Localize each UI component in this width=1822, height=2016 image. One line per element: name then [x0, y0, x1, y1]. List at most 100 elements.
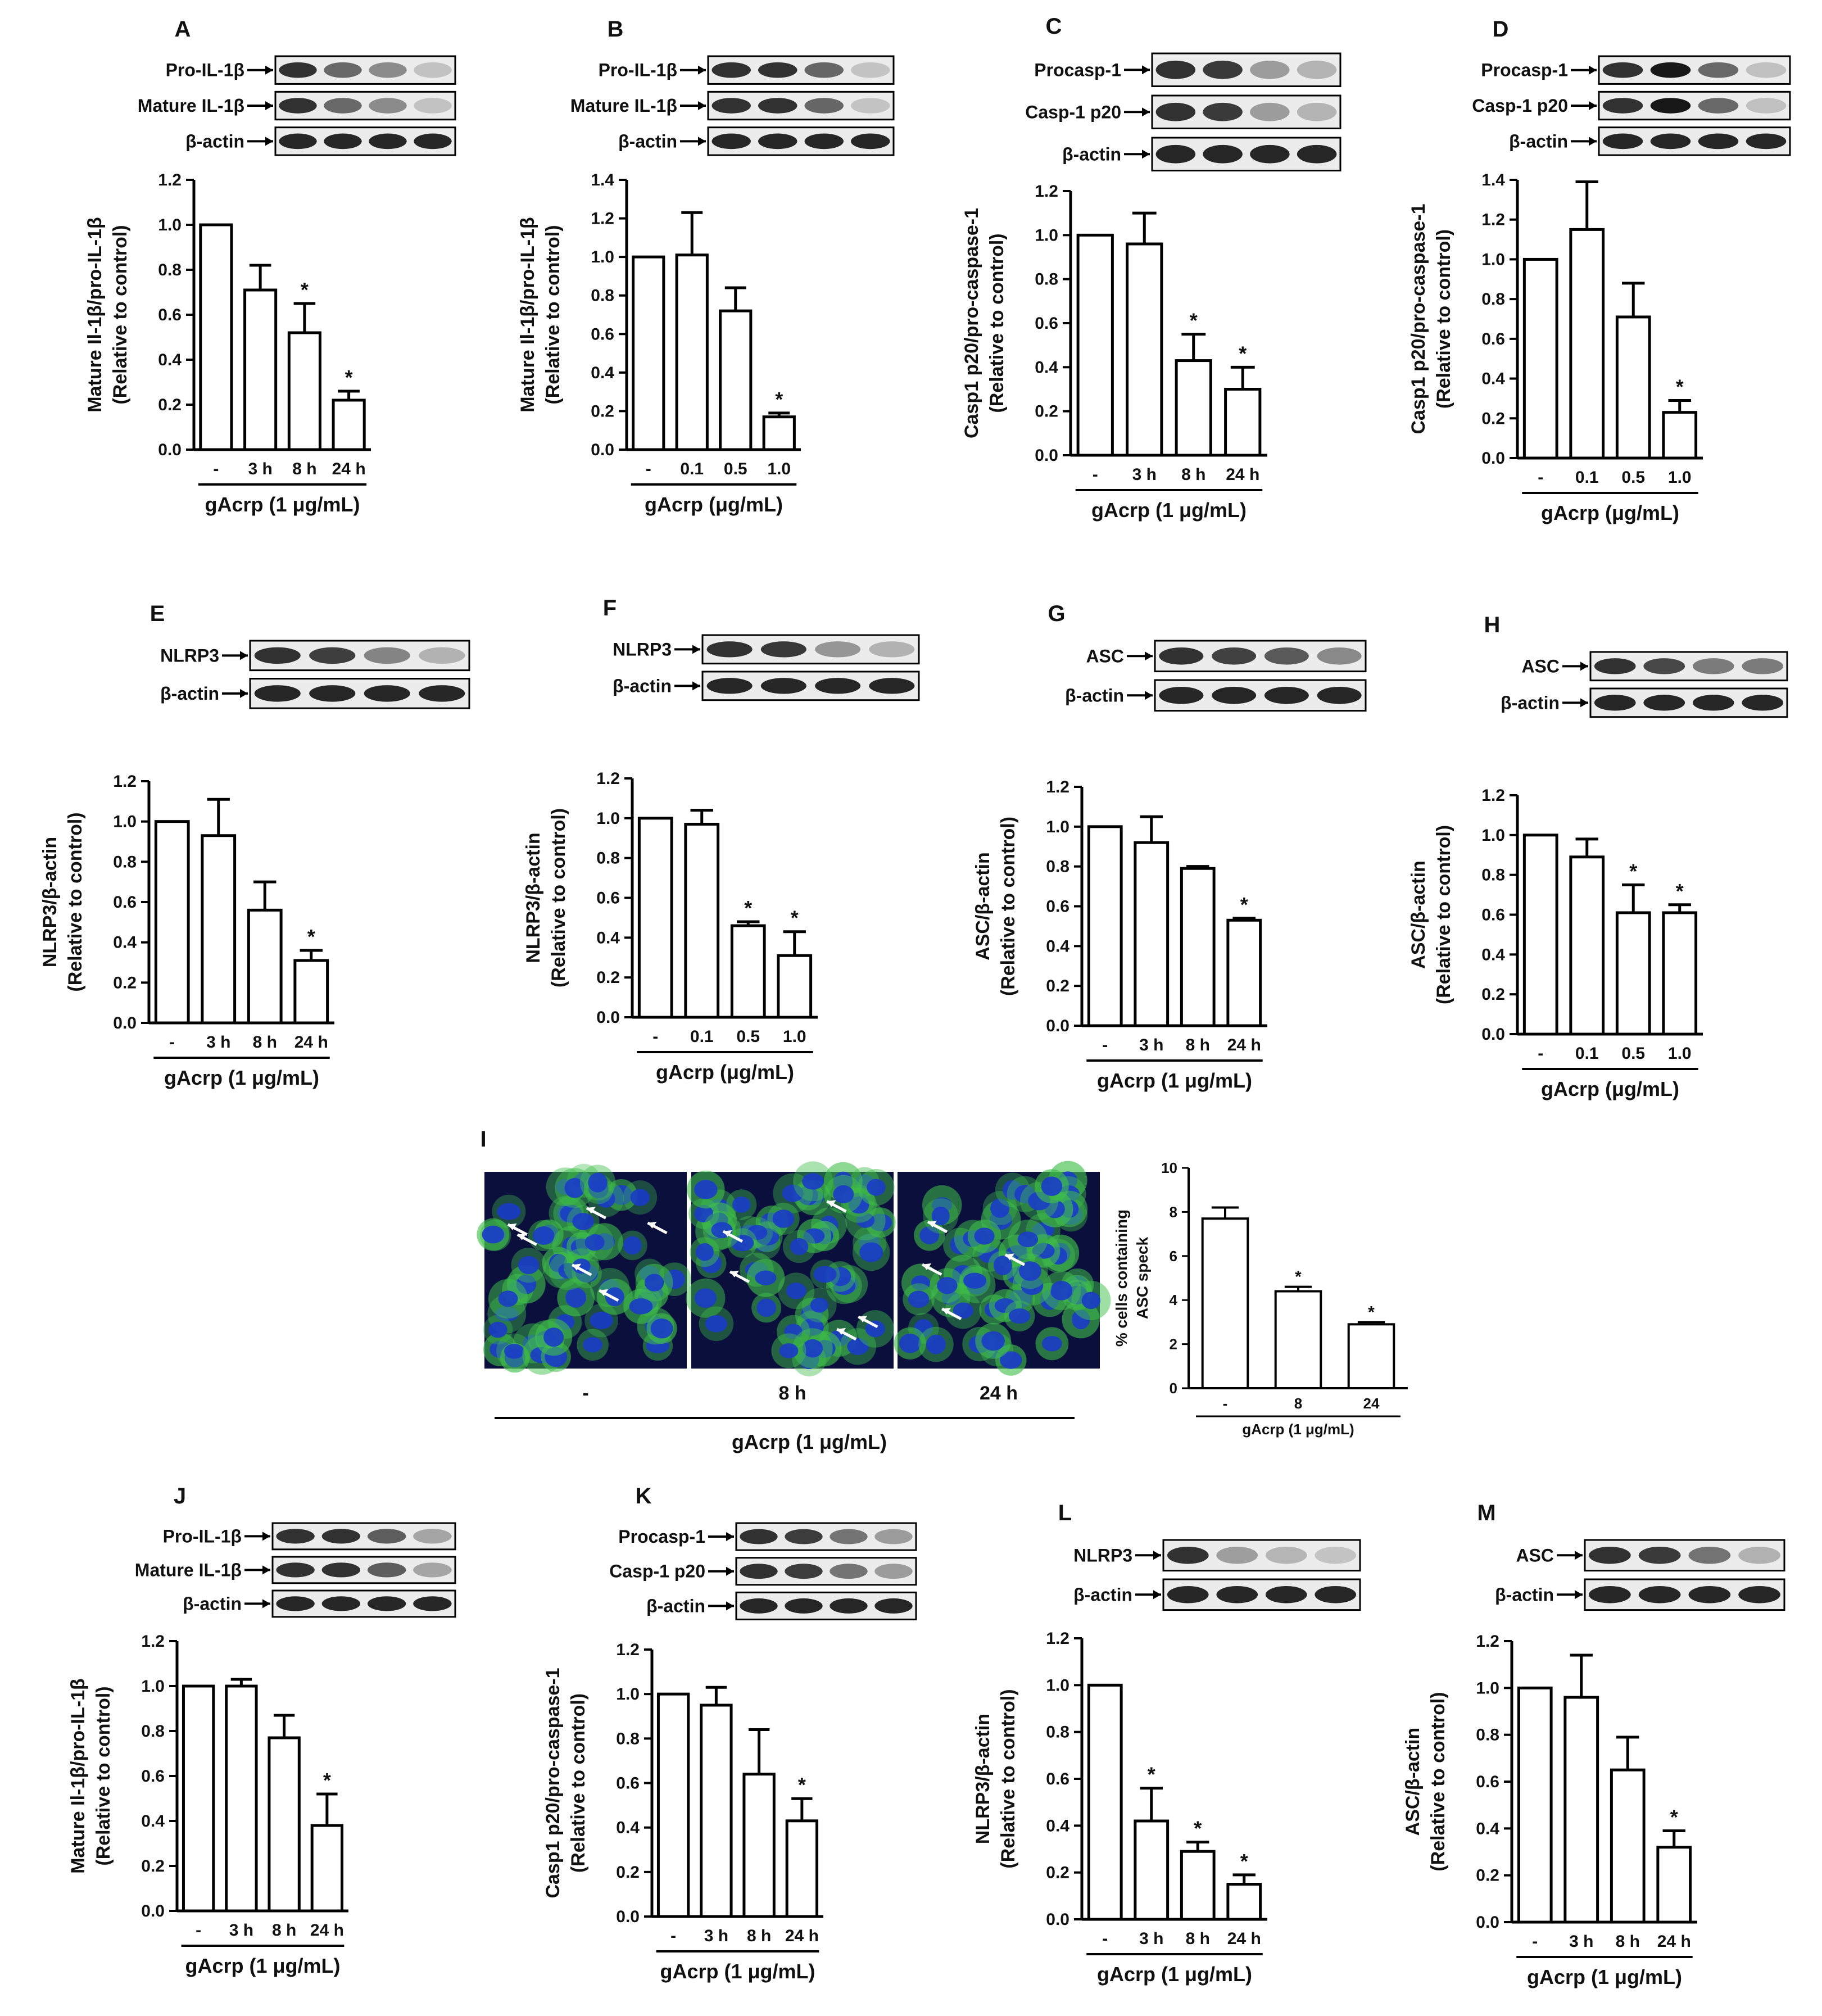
- significance-star: *: [744, 896, 752, 919]
- x-tick-label: 3 h: [229, 1921, 253, 1940]
- bar-K-0: [656, 1692, 690, 1918]
- significance-star: *: [1239, 342, 1247, 365]
- blot-arrowhead: [1153, 1551, 1161, 1560]
- panel-letter: J: [174, 1484, 186, 1508]
- panel-letter: C: [1046, 14, 1062, 39]
- cell-nucleus: [1021, 1276, 1044, 1295]
- y-tick-label: 1.0: [113, 813, 137, 831]
- x-tick-label: 3 h: [1139, 1036, 1163, 1054]
- blot-label: β-actin: [646, 1596, 705, 1616]
- panel-letter: K: [636, 1484, 652, 1508]
- blot-arrowhead: [262, 1599, 270, 1609]
- cell-nucleus: [564, 1178, 585, 1198]
- x-tick-label: 0.5: [1621, 1044, 1645, 1063]
- bar-A-1: [243, 288, 278, 451]
- cell-nucleus: [993, 1256, 1012, 1275]
- significance-star: *: [1676, 880, 1684, 903]
- x-tick-label: 8 h: [1181, 465, 1205, 484]
- blot-arrowhead: [692, 645, 700, 654]
- y-tick-label: 0.4: [113, 934, 137, 952]
- bar-M-0: [1517, 1686, 1553, 1924]
- x-axis-label: gAcrp (μg/mL): [1541, 1077, 1679, 1100]
- y-tick-label: 1.4: [591, 171, 614, 189]
- bar-J-0: [182, 1684, 215, 1913]
- speck-arrowhead: [858, 1315, 868, 1322]
- panel-K: K Procasp-1 Casp-1 p20 β-actin 0.0 0.2 0.4 0.6 0…: [542, 1484, 917, 1983]
- panel-H: H ASC β-actin 0.0 0.2 0.4 0.6 0.8 1.0 1.2 - 0.1 * 0.5…: [1408, 613, 1788, 1100]
- cell-nucleus: [629, 1298, 653, 1315]
- speck-arrowhead: [517, 1233, 527, 1240]
- cell-nucleus: [630, 1189, 650, 1206]
- y-axis-label: Casp1 p20/pro-caspase-1: [961, 208, 982, 438]
- y-tick-label: 0.8: [596, 849, 620, 868]
- cell-nucleus: [694, 1288, 717, 1308]
- bar-D-1: [1569, 228, 1605, 460]
- bar-D-0: [1522, 257, 1558, 460]
- cell-nucleus: [802, 1173, 824, 1190]
- blot-band: [1589, 1547, 1631, 1564]
- cell-nucleus: [694, 1205, 714, 1222]
- blot-band: [413, 1562, 452, 1578]
- blot-band: [1167, 1547, 1209, 1564]
- bar-B-1: [675, 253, 709, 451]
- significance-star: *: [1148, 1763, 1155, 1786]
- blot-band: [419, 647, 465, 664]
- blot-label: β-actin: [1495, 1584, 1554, 1605]
- cell-nucleus: [482, 1225, 505, 1244]
- y-tick-label: 0.6: [1476, 1773, 1499, 1791]
- speck-arrowhead: [507, 1223, 517, 1230]
- bar-L-3: [1226, 1883, 1262, 1921]
- blot-band: [1203, 144, 1243, 164]
- bar-K-2: [742, 1773, 776, 1918]
- y-axis-label-sub: (Relative to control): [1433, 229, 1454, 409]
- speck-arrowhead: [827, 1200, 836, 1207]
- blot-band: [874, 1529, 913, 1544]
- cell-nucleus: [533, 1226, 555, 1245]
- y-tick-label: 0.0: [596, 1008, 620, 1027]
- x-tick-label: 3 h: [248, 460, 272, 478]
- blot-band: [851, 98, 890, 114]
- blot-label: Procasp-1: [1034, 60, 1121, 80]
- blot-arrowhead: [1153, 1590, 1161, 1600]
- cell-nucleus: [963, 1272, 987, 1289]
- blot-band: [1643, 658, 1685, 674]
- blot-band: [740, 1564, 778, 1579]
- bar-J-3: [310, 1824, 344, 1913]
- blot-band: [419, 685, 465, 702]
- blot-band: [367, 1596, 406, 1611]
- significance-star: *: [1676, 375, 1684, 398]
- blot-arrowhead: [262, 1532, 270, 1541]
- bar-B-2: [719, 309, 753, 451]
- speck-arrowhead: [572, 1263, 582, 1271]
- blot-band: [1589, 1586, 1631, 1603]
- significance-star: *: [1194, 1817, 1202, 1840]
- blot-arrowhead: [265, 137, 273, 146]
- blot-label: ASC: [1086, 646, 1124, 666]
- blot-band: [760, 641, 806, 658]
- bar-L-1: [1134, 1819, 1170, 1921]
- y-tick-label: 0.8: [141, 1722, 165, 1741]
- bar-A-3: [332, 398, 366, 451]
- blot-band: [1216, 1547, 1258, 1564]
- blot-band: [1742, 658, 1784, 674]
- bar-E-3: [293, 959, 329, 1025]
- x-axis-label: gAcrp (1 μg/mL): [660, 1960, 815, 1983]
- cell-nucleus: [588, 1172, 608, 1193]
- blot-band: [324, 133, 362, 149]
- cell-nucleus: [974, 1227, 995, 1245]
- y-tick-label: 4: [1170, 1292, 1178, 1308]
- cell-nucleus: [623, 1236, 642, 1255]
- y-tick-label: 0.8: [1046, 858, 1069, 876]
- cell-nucleus: [605, 1287, 624, 1307]
- blot-label: β-actin: [1509, 131, 1568, 151]
- blot-band: [785, 1598, 823, 1614]
- blot-band: [758, 62, 797, 78]
- blot-strip: [701, 634, 920, 665]
- blot-band: [1265, 1586, 1307, 1603]
- blot-band: [830, 1529, 868, 1544]
- cell-nucleus: [926, 1334, 946, 1354]
- bar-A-0: [199, 223, 233, 451]
- panel-B: B Pro-IL-1β Mature IL-1β β-actin 0.0 0.2 0.4 0.…: [517, 17, 895, 516]
- y-tick-label: 0.8: [591, 287, 614, 305]
